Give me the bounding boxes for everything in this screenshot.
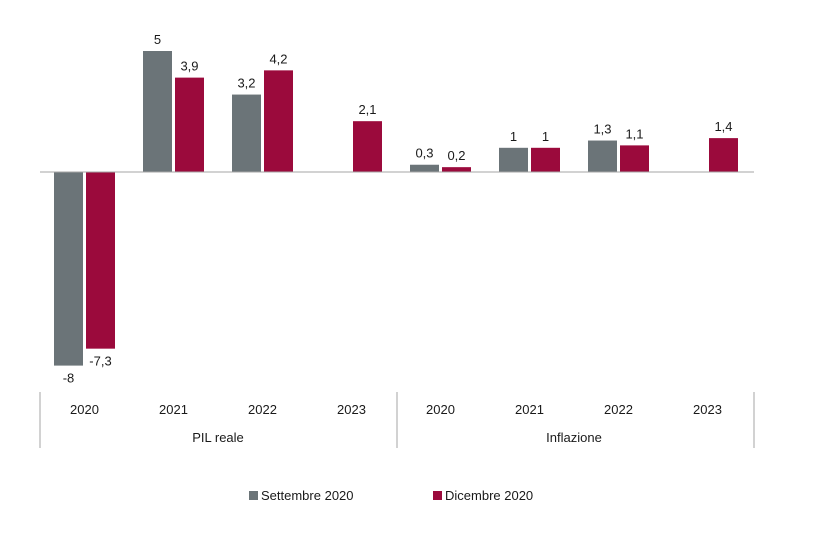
tick-label-7: 2023 xyxy=(693,402,722,417)
legend-swatch-settembre xyxy=(249,491,258,500)
group-label-0: PIL reale xyxy=(192,430,244,445)
bar-settembre-1 xyxy=(143,51,172,172)
tick-label-5: 2021 xyxy=(515,402,544,417)
legend-swatch-dicembre xyxy=(433,491,442,500)
data-label-dicembre-6: 1,1 xyxy=(625,126,643,141)
bar-dicembre-0 xyxy=(86,172,115,349)
tick-label-6: 2022 xyxy=(604,402,633,417)
data-label-dicembre-4: 0,2 xyxy=(447,148,465,163)
tick-label-3: 2023 xyxy=(337,402,366,417)
bar-dicembre-7 xyxy=(709,138,738,172)
data-label-dicembre-7: 1,4 xyxy=(714,119,732,134)
tick-label-4: 2020 xyxy=(426,402,455,417)
data-label-dicembre-0: -7,3 xyxy=(89,354,111,369)
bar-settembre-4 xyxy=(410,164,439,172)
data-label-dicembre-3: 2,1 xyxy=(358,102,376,117)
data-label-settembre-0: -8 xyxy=(63,371,75,386)
bar-settembre-5 xyxy=(499,147,528,172)
bar-dicembre-2 xyxy=(264,70,293,172)
data-label-settembre-4: 0,3 xyxy=(415,146,433,161)
data-label-dicembre-5: 1 xyxy=(542,129,549,144)
bar-dicembre-4 xyxy=(442,167,471,172)
tick-label-0: 2020 xyxy=(70,402,99,417)
data-label-settembre-1: 5 xyxy=(154,32,161,47)
bar-dicembre-5 xyxy=(531,147,560,172)
tick-label-1: 2021 xyxy=(159,402,188,417)
bar-settembre-6 xyxy=(588,140,617,172)
data-label-settembre-2: 3,2 xyxy=(237,76,255,91)
bar-dicembre-1 xyxy=(175,77,204,172)
legend-item-settembre: Settembre 2020 xyxy=(249,488,354,503)
group-label-1: Inflazione xyxy=(546,430,602,445)
data-label-settembre-6: 1,3 xyxy=(593,122,611,137)
legend-item-dicembre: Dicembre 2020 xyxy=(433,488,533,503)
data-label-settembre-5: 1 xyxy=(510,129,517,144)
bar-settembre-0 xyxy=(54,172,83,366)
bar-settembre-2 xyxy=(232,94,261,172)
bar-dicembre-3 xyxy=(353,121,382,172)
data-label-dicembre-1: 3,9 xyxy=(180,59,198,74)
tick-label-2: 2022 xyxy=(248,402,277,417)
legend-label-dicembre: Dicembre 2020 xyxy=(445,488,534,503)
bar-dicembre-6 xyxy=(620,145,649,172)
legend-label-settembre: Settembre 2020 xyxy=(261,488,354,503)
legend: Settembre 2020 Dicembre 2020 xyxy=(0,488,816,508)
data-label-dicembre-2: 4,2 xyxy=(269,51,287,66)
